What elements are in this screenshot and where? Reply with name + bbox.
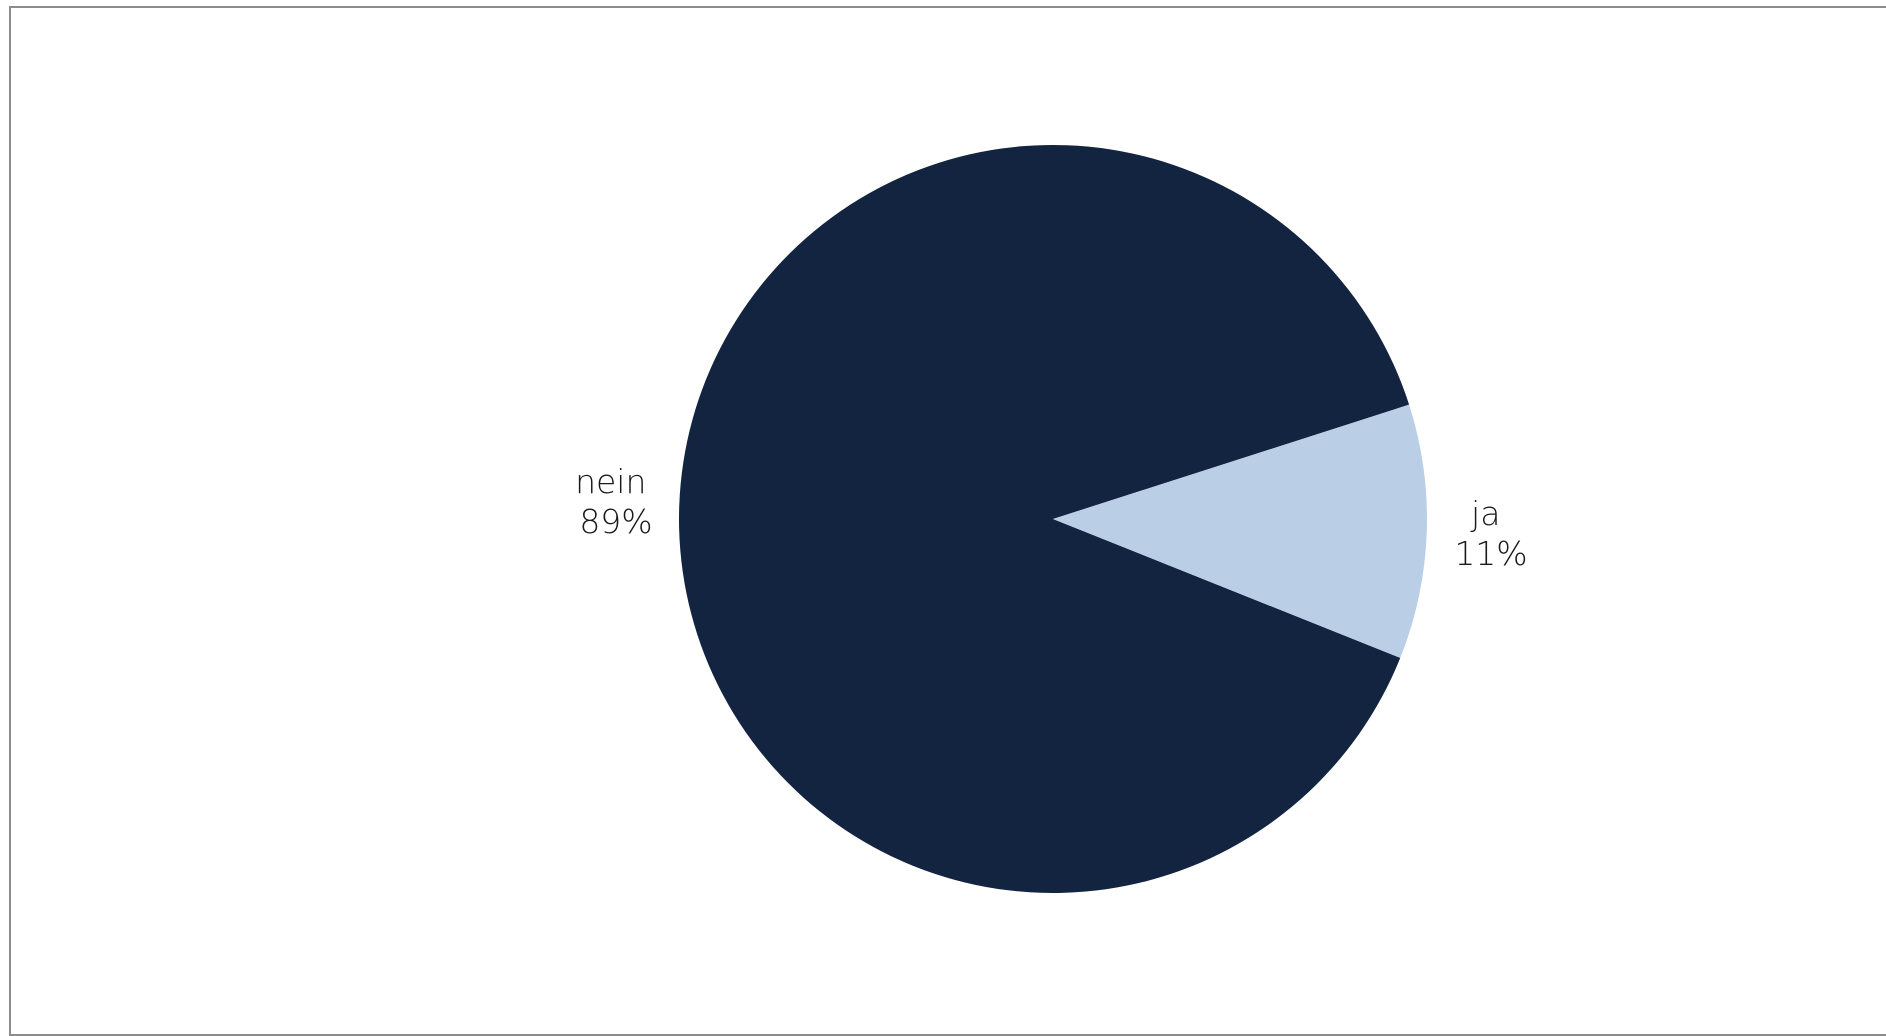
pie-slice-nein: [679, 144, 1410, 893]
pie-slice-ja: [1053, 404, 1428, 658]
slice-label-nein: nein 89%: [575, 462, 657, 541]
slice-value-nein: 89%: [579, 502, 652, 541]
slice-category-ja: ja: [1470, 494, 1500, 533]
pie-labels: nein 89% ja 11%: [575, 462, 1528, 573]
pie-slices: [679, 144, 1428, 893]
slice-value-ja: 11%: [1454, 534, 1527, 573]
slice-label-ja: ja 11%: [1454, 494, 1527, 573]
slice-category-nein: nein: [575, 462, 646, 501]
